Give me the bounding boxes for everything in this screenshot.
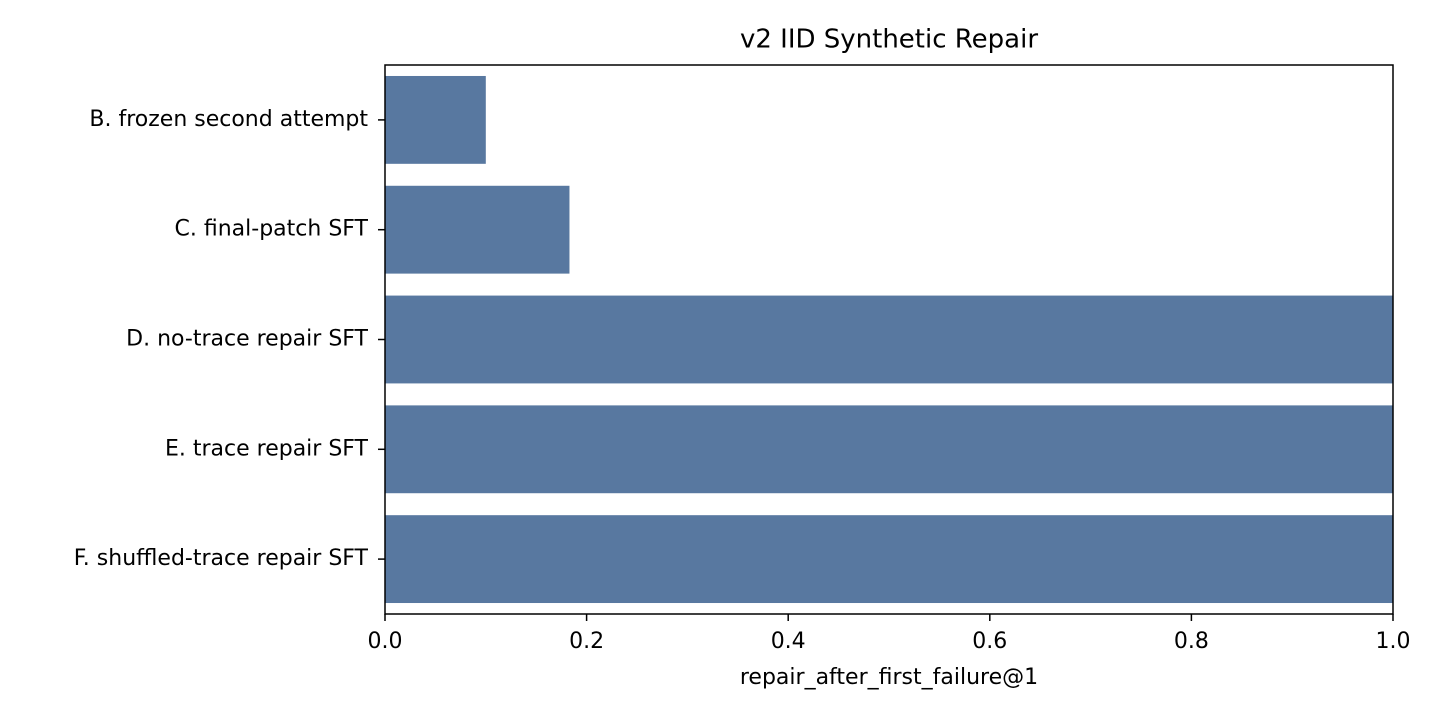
bar: [385, 185, 570, 274]
bar: [385, 295, 1393, 384]
chart-title: v2 IID Synthetic Repair: [740, 25, 1038, 55]
y-tick-label: D. no-trace repair SFT: [126, 327, 368, 352]
x-tick-label: 0.8: [1174, 629, 1209, 654]
plot-frame: [384, 64, 1394, 615]
y-tick-label: B. frozen second attempt: [89, 107, 368, 132]
bar: [385, 75, 486, 164]
x-tick-label: 1.0: [1376, 629, 1411, 654]
bar: [385, 515, 1393, 604]
y-tick-label: C. final-patch SFT: [175, 217, 369, 242]
x-tick-label: 0.0: [368, 629, 403, 654]
x-tick-label: 0.6: [972, 629, 1007, 654]
x-tick-label: 0.2: [569, 629, 604, 654]
bar: [385, 405, 1393, 494]
x-tick-label: 0.4: [771, 629, 806, 654]
y-tick-label: E. trace repair SFT: [165, 436, 369, 461]
y-tick-label: F. shuffled-trace repair SFT: [74, 546, 369, 571]
x-axis-label: repair_after_first_failure@1: [740, 665, 1038, 690]
